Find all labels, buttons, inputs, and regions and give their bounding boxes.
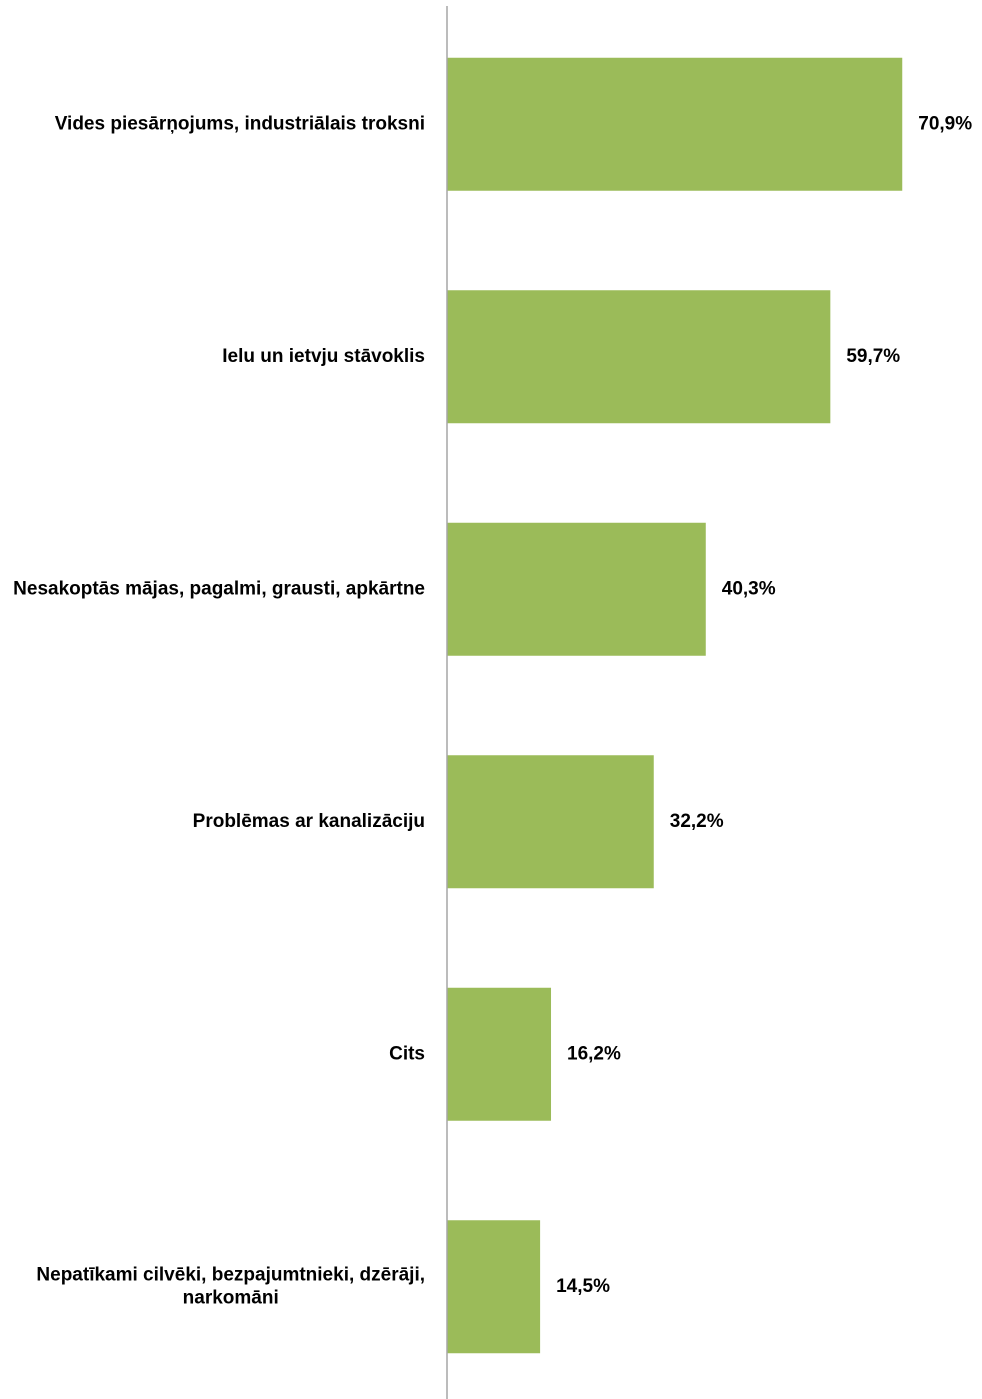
category-label-2: Ielu un ietvju stāvoklis — [222, 346, 425, 367]
bar-4 — [447, 755, 654, 889]
value-label-5: 16,2% — [567, 1043, 621, 1064]
value-label-2: 59,7% — [846, 346, 900, 367]
category-label-4-line-1: Problēmas ar kanalizāciju — [193, 811, 425, 832]
value-label-1: 70,9% — [918, 113, 972, 134]
bar-5 — [447, 987, 552, 1121]
category-label-5-line-1: Cits — [389, 1043, 425, 1064]
value-label-4: 32,2% — [670, 811, 724, 832]
value-label-3: 40,3% — [722, 578, 776, 599]
bar-1 — [447, 57, 903, 191]
category-label-2-line-1: Ielu un ietvju stāvoklis — [222, 346, 425, 367]
category-label-6-line-2: narkomāni — [183, 1287, 279, 1308]
category-label-4: Problēmas ar kanalizāciju — [193, 811, 425, 832]
category-label-3-line-1: Nesakoptās mājas, pagalmi, grausti, apkā… — [13, 578, 425, 599]
value-label-6: 14,5% — [556, 1276, 610, 1297]
category-label-1: Vides piesārņojums, industriālais troksn… — [55, 113, 425, 134]
bar-3 — [447, 522, 706, 656]
bar-2 — [447, 290, 831, 424]
category-label-6-line-1: Nepatīkami cilvēki, bezpajumtnieki, dzēr… — [36, 1264, 425, 1285]
category-label-3: Nesakoptās mājas, pagalmi, grausti, apkā… — [13, 578, 425, 599]
bar-6 — [447, 1220, 541, 1354]
category-label-1-line-1: Vides piesārņojums, industriālais troksn… — [55, 113, 425, 134]
category-label-6: Nepatīkami cilvēki, bezpajumtnieki, dzēr… — [36, 1264, 425, 1308]
bars-group — [447, 57, 903, 1354]
value-labels-group: 70,9% 59,7% 40,3% 32,2% 16,2% 14,5% — [556, 113, 972, 1297]
category-labels-group: Vides piesārņojums, industriālais troksn… — [13, 113, 425, 1308]
category-label-5: Cits — [389, 1043, 425, 1064]
